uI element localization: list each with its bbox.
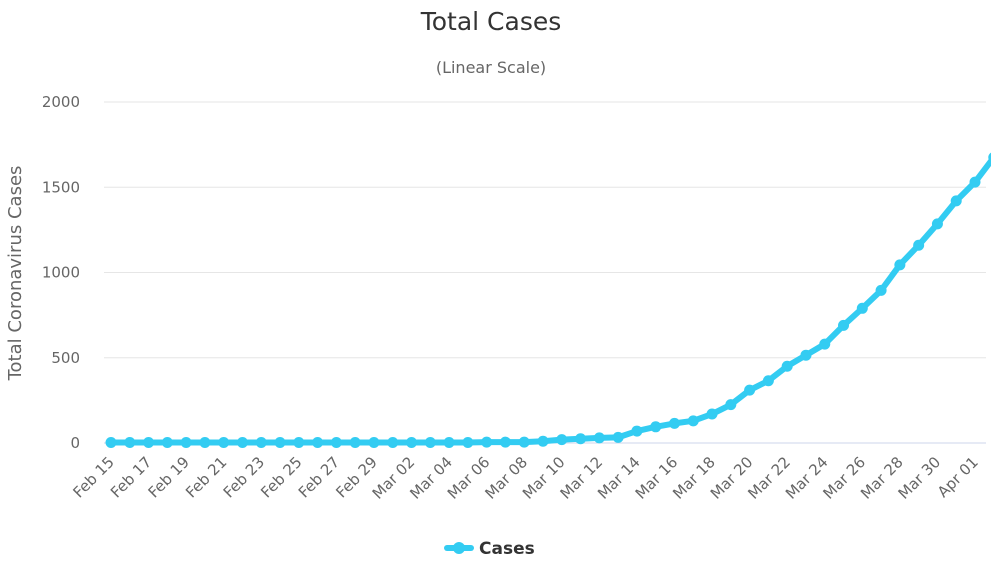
legend[interactable]: Cases <box>444 539 535 559</box>
data-point[interactable] <box>744 384 756 396</box>
gridlines <box>104 101 986 359</box>
data-point[interactable] <box>725 399 737 411</box>
data-point[interactable] <box>293 436 305 448</box>
data-point[interactable] <box>856 302 868 314</box>
data-point[interactable] <box>462 436 474 448</box>
data-point[interactable] <box>706 408 718 420</box>
data-point[interactable] <box>236 436 248 448</box>
data-point[interactable] <box>950 195 962 207</box>
series-line <box>108 156 991 446</box>
data-point[interactable] <box>988 152 991 163</box>
data-point[interactable] <box>668 417 680 429</box>
x-tick-label: Mar 30 <box>895 453 945 503</box>
series-cases <box>105 152 991 448</box>
data-point[interactable] <box>969 176 981 188</box>
x-tick-label: Feb 21 <box>182 453 230 501</box>
data-point[interactable] <box>387 436 399 448</box>
data-point[interactable] <box>443 436 455 448</box>
data-point[interactable] <box>781 360 793 372</box>
data-point[interactable] <box>255 436 267 448</box>
data-point[interactable] <box>105 436 117 448</box>
data-point[interactable] <box>406 436 418 448</box>
y-axis-label: Total Coronavirus Cases <box>5 166 26 382</box>
x-tick-label: Apr 01 <box>934 453 982 501</box>
x-tick-label: Feb 17 <box>107 453 155 501</box>
data-point[interactable] <box>612 431 624 443</box>
data-point[interactable] <box>631 425 643 437</box>
legend-label-cases: Cases <box>479 539 535 559</box>
data-point[interactable] <box>161 436 173 448</box>
data-point[interactable] <box>124 436 136 448</box>
y-tick-label: 500 <box>51 349 80 367</box>
x-tick-label: Feb 23 <box>220 453 268 501</box>
data-point[interactable] <box>143 436 155 448</box>
data-point[interactable] <box>180 436 192 448</box>
data-point[interactable] <box>424 436 436 448</box>
data-point[interactable] <box>499 436 511 448</box>
y-tick-label: 2000 <box>42 93 80 111</box>
x-tick-label: Feb 25 <box>257 453 305 501</box>
data-point[interactable] <box>687 415 699 427</box>
data-point[interactable] <box>650 421 662 433</box>
data-point[interactable] <box>274 436 286 448</box>
data-point[interactable] <box>349 436 361 448</box>
data-point[interactable] <box>368 436 380 448</box>
x-tick-label: Feb 19 <box>145 453 193 501</box>
data-point[interactable] <box>199 436 211 448</box>
legend-marker-icon <box>453 542 465 554</box>
data-point[interactable] <box>838 319 850 331</box>
data-point[interactable] <box>330 436 342 448</box>
data-point[interactable] <box>556 434 568 446</box>
x-tick-label: Feb 27 <box>295 453 343 501</box>
data-point[interactable] <box>875 284 887 296</box>
data-point[interactable] <box>913 239 925 251</box>
data-point[interactable] <box>218 436 230 448</box>
data-point[interactable] <box>931 218 943 230</box>
data-point[interactable] <box>762 375 774 387</box>
y-tick-label: 1500 <box>42 178 80 196</box>
data-point[interactable] <box>575 433 587 445</box>
data-point[interactable] <box>312 436 324 448</box>
data-point[interactable] <box>593 432 605 444</box>
chart-title: Total Cases <box>420 7 562 36</box>
y-axis-ticks: 0 500 1000 1500 2000 <box>42 93 80 452</box>
data-point[interactable] <box>537 435 549 447</box>
data-point[interactable] <box>800 349 812 361</box>
data-point[interactable] <box>894 259 906 271</box>
y-tick-label: 1000 <box>42 264 80 282</box>
x-tick-label: Feb 15 <box>69 453 117 501</box>
data-point[interactable] <box>518 436 530 448</box>
data-point[interactable] <box>819 338 831 350</box>
chart-subtitle: (Linear Scale) <box>436 58 546 77</box>
data-point[interactable] <box>481 436 493 448</box>
y-tick-label: 0 <box>70 434 80 452</box>
